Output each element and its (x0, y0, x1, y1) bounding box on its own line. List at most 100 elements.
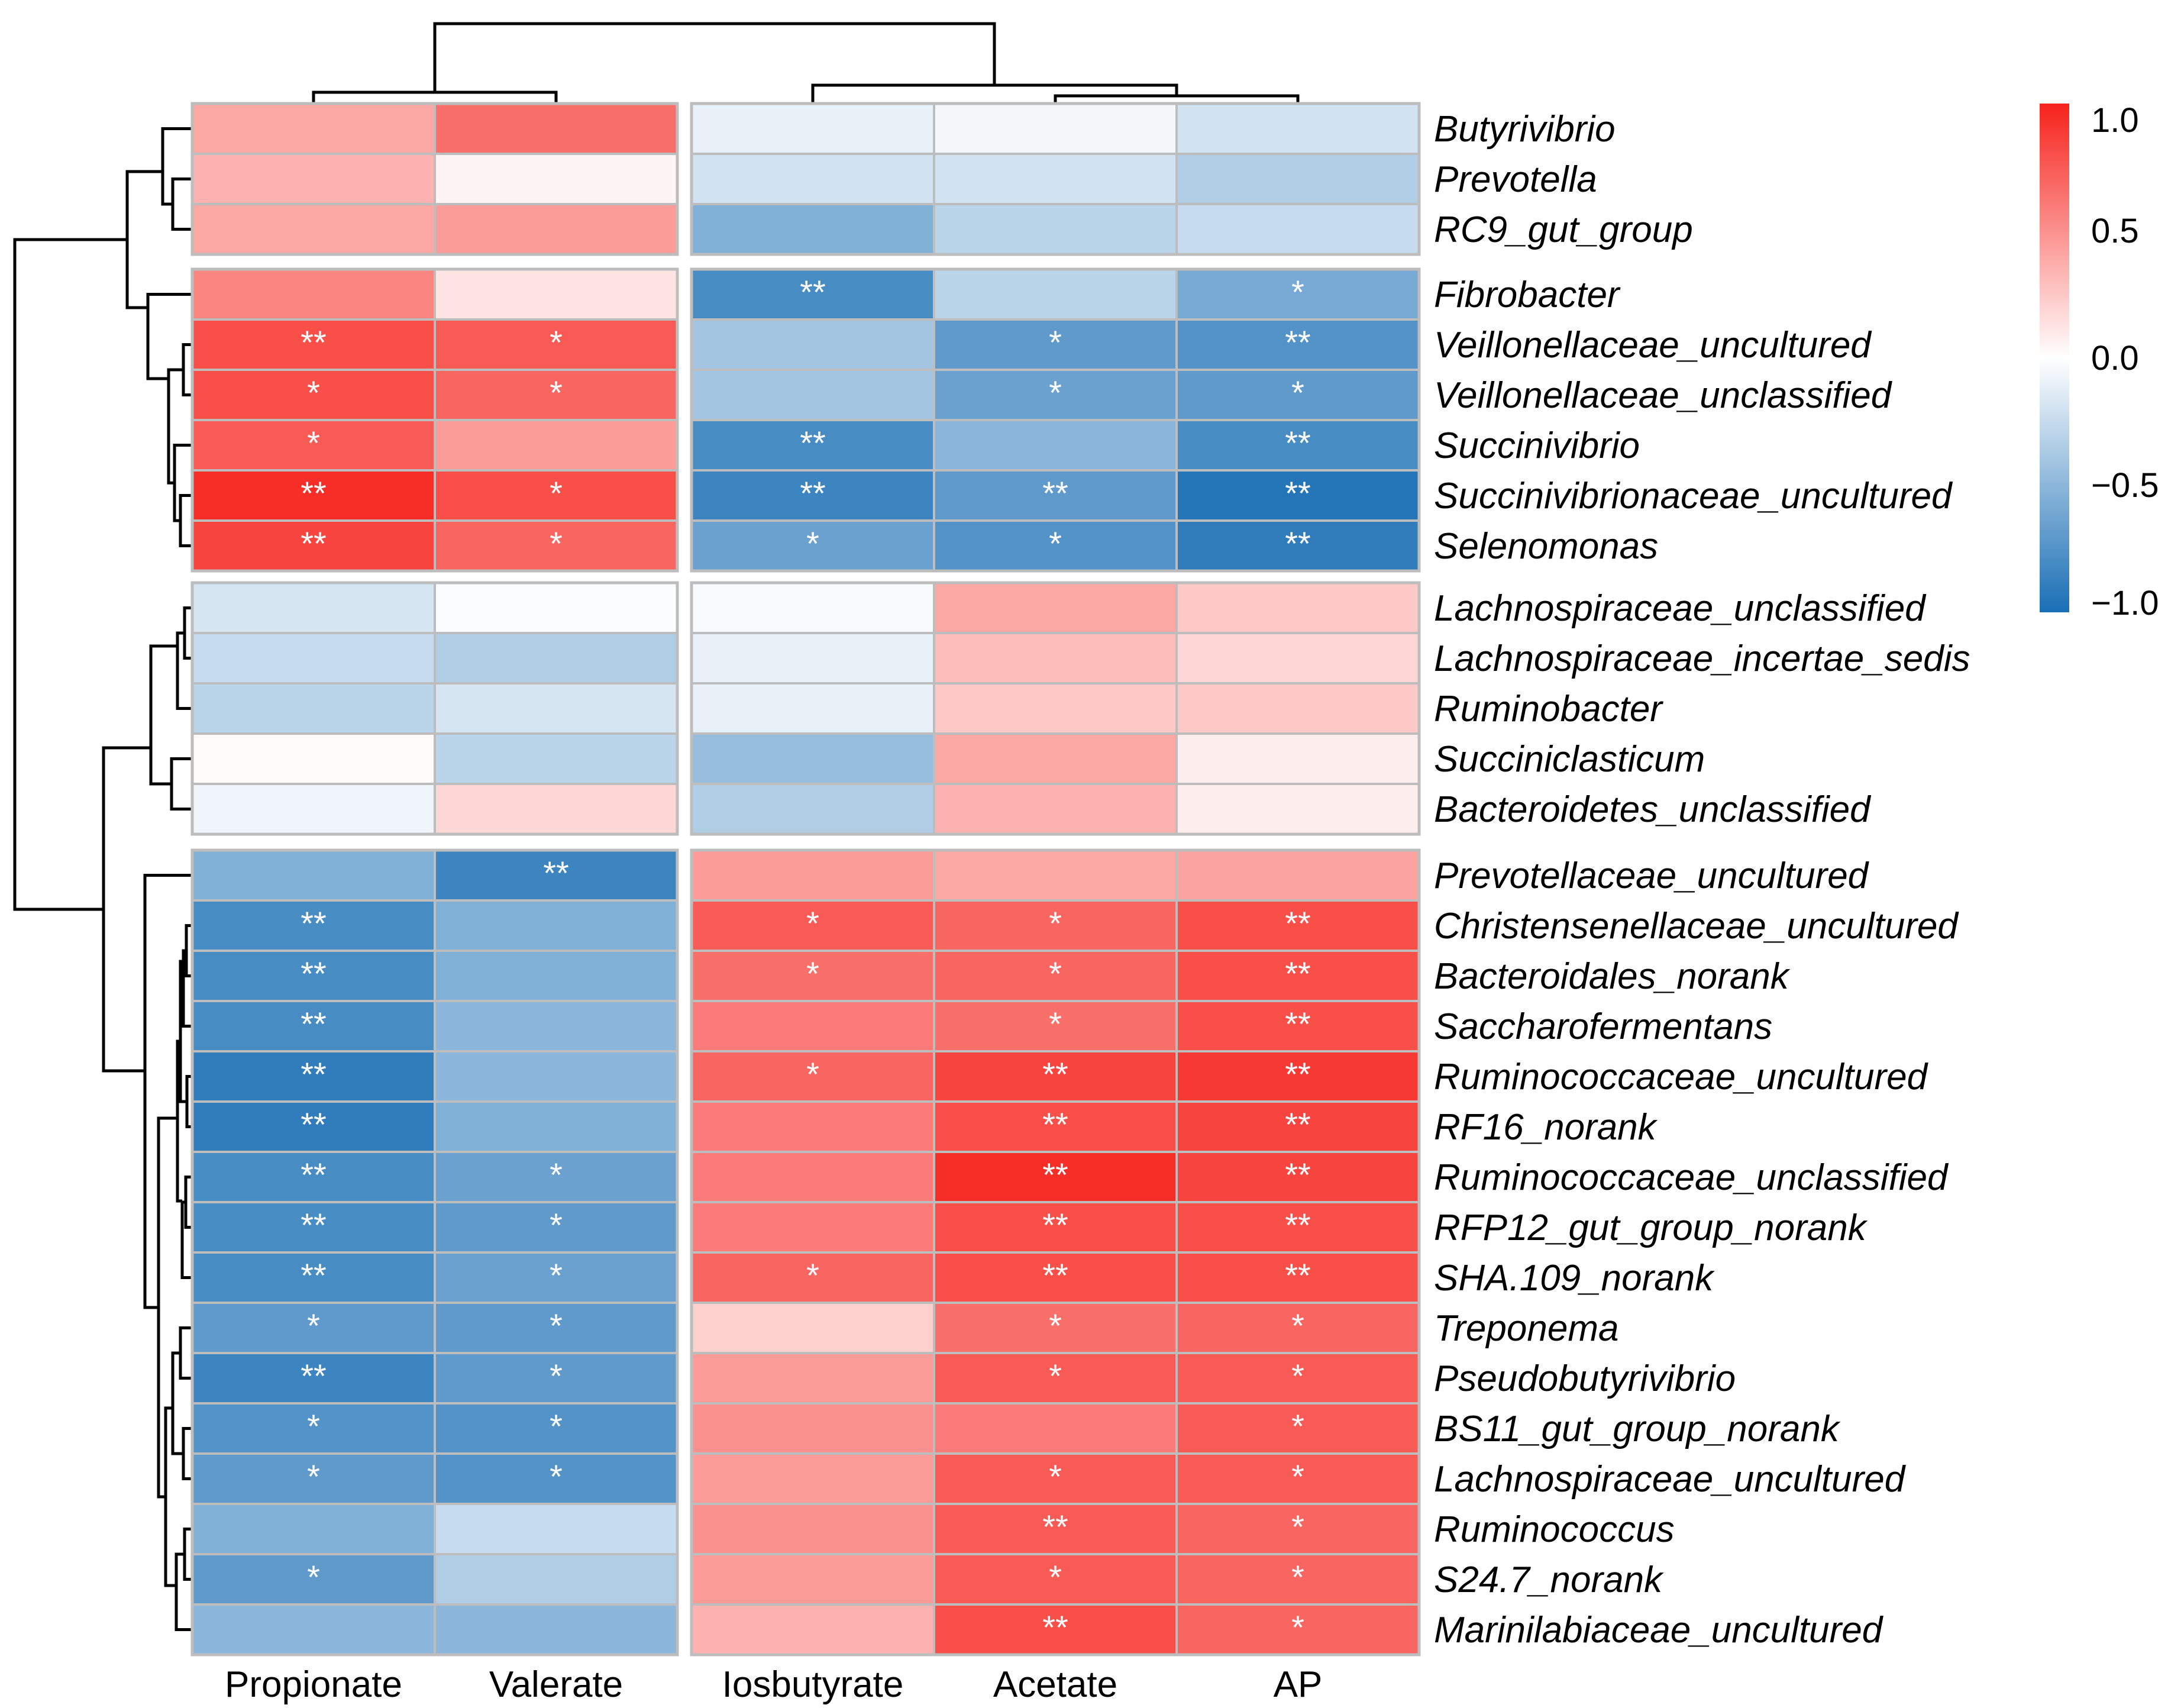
heatmap-cell (191, 582, 436, 634)
column-label: Propionate (225, 1664, 402, 1705)
heatmap-cell (434, 419, 679, 472)
dendrogram-branch (13, 238, 127, 911)
heatmap-cell (434, 682, 679, 735)
heatmap-cell (933, 632, 1178, 685)
significance-mark: ** (1042, 474, 1068, 512)
heatmap-cell (690, 1100, 935, 1153)
row-label: Treponema (1434, 1308, 1618, 1349)
dendrogram-branch (312, 91, 558, 104)
dendrogram-branch (179, 960, 187, 1103)
row-label: Butyrivibrio (1434, 109, 1616, 150)
significance-mark: ** (1285, 525, 1311, 562)
heatmap-cell (191, 318, 436, 371)
block-frame (190, 848, 679, 1657)
significance-mark: ** (1042, 1156, 1068, 1193)
color-legend: 1.0 0.5 0.0 −0.5 −1.0 (2040, 101, 2159, 622)
heatmap-cell (690, 1201, 935, 1254)
significance-mark: * (1049, 1558, 1062, 1596)
significance-mark: ** (1285, 424, 1311, 461)
significance-mark: ** (301, 1055, 327, 1093)
significance-mark: * (1049, 1005, 1062, 1042)
heatmap-cell (434, 899, 679, 952)
significance-mark: * (307, 1458, 320, 1495)
heatmap-cell (1175, 783, 1420, 835)
significance-mark: * (1049, 1458, 1062, 1495)
heatmap-cell (191, 1100, 436, 1153)
heatmap-cell (690, 1402, 935, 1455)
heatmap-cell (933, 1402, 1178, 1455)
significance-mark: * (806, 525, 819, 562)
heatmap-cell (434, 1000, 679, 1052)
column-label: Iosbutyrate (722, 1664, 904, 1705)
dendrogram-branch (157, 1116, 177, 1499)
heatmap-cell (690, 1452, 935, 1505)
significance-mark: ** (1042, 1609, 1068, 1646)
heatmap-cell (191, 469, 436, 522)
row-label: Veillonellaceae_uncultured (1434, 325, 1872, 366)
dendrogram-branch (182, 949, 192, 1028)
row-label: Ruminococcaceae_uncultured (1434, 1057, 1929, 1097)
significance-mark: * (550, 374, 563, 411)
significance-mark: * (550, 474, 563, 512)
row-label: Bacteroidetes_unclassified (1434, 789, 1872, 830)
significance-mark: ** (1042, 1106, 1068, 1143)
significance-mark: * (550, 1257, 563, 1294)
heatmap-cell (191, 1553, 436, 1606)
heatmap-cell (933, 419, 1178, 472)
heatmap-cell (933, 153, 1178, 205)
heatmap-cell (933, 318, 1178, 371)
heatmap-cell (933, 1000, 1178, 1052)
heatmap-cell (434, 950, 679, 1002)
significance-mark: * (1291, 273, 1304, 311)
heatmap-cell (191, 1251, 436, 1304)
heatmap-cell (690, 1352, 935, 1405)
row-label: RF16_norank (1434, 1107, 1658, 1148)
row-label: Veillonellaceae_unclassified (1434, 375, 1893, 416)
heatmap-cell (690, 582, 935, 634)
heatmap-cell (191, 632, 436, 685)
significance-mark: * (307, 1558, 320, 1596)
heatmap-cell (434, 268, 679, 321)
heatmap-cell (690, 1553, 935, 1606)
column-dendrogram (312, 22, 1300, 104)
heatmap-cell (933, 1603, 1178, 1656)
heatmap-cell (690, 318, 935, 371)
significance-mark: * (307, 374, 320, 411)
heatmap-cell (1175, 1302, 1420, 1354)
row-label: RFP12_gut_group_norank (1434, 1207, 1868, 1248)
row-label: Christensenellaceae_uncultured (1434, 906, 1959, 947)
row-label: Prevotella (1434, 159, 1597, 200)
heatmap-cell (191, 419, 436, 472)
significance-mark: * (1049, 525, 1062, 562)
heatmap-cell (1175, 153, 1420, 205)
heatmap-cell (690, 203, 935, 256)
significance-mark: * (1291, 1508, 1304, 1545)
heatmap-cell (1175, 582, 1420, 634)
dendrogram-branch (433, 22, 996, 92)
row-label: Ruminobacter (1434, 689, 1663, 729)
row-label: Succinivibrionaceae_uncultured (1434, 476, 1953, 516)
legend-tick-label: 1.0 (2091, 101, 2139, 140)
significance-marks: ** *** * * *** * * ** ** **** * ** ** **** * * * ****** * *… (301, 273, 1311, 1646)
significance-mark: ** (1285, 1206, 1311, 1244)
significance-mark: * (550, 1307, 563, 1344)
column-label: Acetate (993, 1664, 1117, 1705)
row-label: SHA.109_norank (1434, 1258, 1715, 1299)
significance-mark: ** (301, 474, 327, 512)
block-frame (690, 581, 1421, 836)
significance-mark: ** (800, 424, 826, 461)
significance-mark: ** (301, 1357, 327, 1394)
dendrogram-branch (179, 494, 192, 547)
legend-tick-label: 0.5 (2091, 212, 2139, 250)
heatmap-cell (434, 318, 679, 371)
heatmap-cell (191, 849, 436, 902)
row-label: RC9_gut_group (1434, 209, 1693, 250)
significance-mark: * (806, 955, 819, 992)
row-label: Lachnospiraceae_incertae_sedis (1434, 638, 1970, 679)
heatmap-cell (933, 369, 1178, 421)
heatmap-cell (191, 682, 436, 735)
significance-mark: * (1049, 374, 1062, 411)
heatmap-cell (191, 268, 436, 321)
row-label: Lachnospiraceae_unclassified (1434, 588, 1927, 629)
heatmap-cell (690, 1603, 935, 1656)
